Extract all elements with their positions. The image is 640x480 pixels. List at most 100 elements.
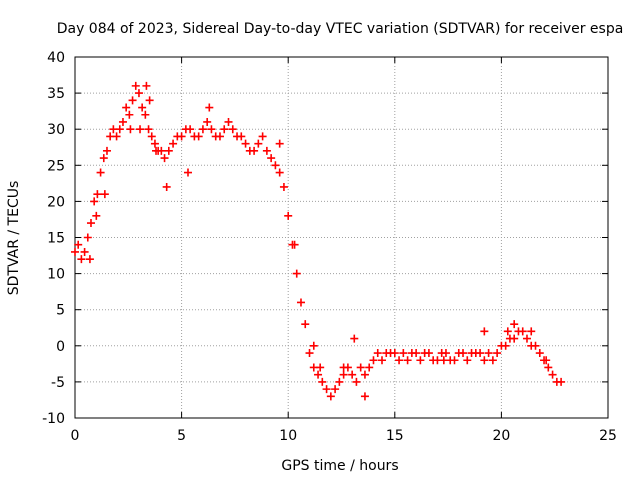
y-tick-label: 10 bbox=[47, 267, 65, 283]
data-point-plus bbox=[169, 139, 178, 148]
data-point-plus bbox=[412, 349, 421, 358]
data-point-plus bbox=[378, 356, 387, 365]
data-point-plus bbox=[501, 341, 510, 350]
data-point-plus bbox=[147, 132, 156, 141]
data-point-plus bbox=[373, 349, 382, 358]
data-point-plus bbox=[220, 125, 229, 134]
data-point-plus bbox=[141, 110, 150, 119]
data-point-plus bbox=[326, 392, 335, 401]
data-point-plus bbox=[122, 103, 131, 112]
chart-title: Day 084 of 2023, Sidereal Day-to-day VTE… bbox=[57, 21, 624, 37]
x-tick-label: 15 bbox=[386, 428, 404, 444]
data-point-plus bbox=[284, 211, 293, 220]
data-point-plus bbox=[262, 146, 271, 155]
data-points bbox=[71, 81, 566, 401]
data-point-plus bbox=[275, 139, 284, 148]
data-point-plus bbox=[241, 139, 250, 148]
x-tick-label: 20 bbox=[492, 428, 510, 444]
data-point-plus bbox=[112, 132, 121, 141]
data-point-plus bbox=[96, 168, 105, 177]
grid-lines bbox=[75, 57, 608, 418]
data-point-plus bbox=[136, 125, 145, 134]
data-point-plus bbox=[480, 327, 489, 336]
y-tick-label: 30 bbox=[47, 122, 65, 138]
data-point-plus bbox=[118, 117, 127, 126]
data-point-plus bbox=[395, 356, 404, 365]
data-point-plus bbox=[403, 356, 412, 365]
data-point-plus bbox=[305, 349, 314, 358]
data-point-plus bbox=[80, 247, 89, 256]
data-point-plus bbox=[348, 370, 357, 379]
data-point-plus bbox=[271, 161, 280, 170]
data-point-plus bbox=[102, 146, 111, 155]
data-point-plus bbox=[399, 349, 408, 358]
data-point-plus bbox=[250, 146, 259, 155]
data-point-plus bbox=[71, 247, 79, 256]
data-point-plus bbox=[83, 233, 92, 242]
data-point-plus bbox=[544, 363, 553, 372]
axis-ticks: 0 5 10 15 20 25 -10 -5 0 5 10 15 20 25 30 35 40 bbox=[42, 50, 617, 444]
data-point-plus bbox=[322, 385, 331, 394]
data-point-plus bbox=[92, 211, 101, 220]
data-point-plus bbox=[309, 341, 318, 350]
x-tick-label: 0 bbox=[71, 428, 80, 444]
data-point-plus bbox=[152, 146, 161, 155]
data-point-plus bbox=[177, 132, 186, 141]
data-point-plus bbox=[424, 349, 433, 358]
data-point-plus bbox=[207, 125, 216, 134]
data-point-plus bbox=[194, 132, 203, 141]
y-tick-label: 40 bbox=[47, 50, 65, 66]
data-point-plus bbox=[339, 370, 348, 379]
data-point-plus bbox=[138, 103, 147, 112]
data-point-plus bbox=[416, 356, 425, 365]
data-point-plus bbox=[77, 255, 86, 264]
y-tick-label: 15 bbox=[47, 231, 65, 247]
y-tick-label: 5 bbox=[56, 303, 65, 319]
x-tick-label: 5 bbox=[177, 428, 186, 444]
data-point-plus bbox=[350, 334, 359, 343]
data-point-plus bbox=[99, 154, 108, 163]
y-tick-label: 35 bbox=[47, 86, 65, 102]
data-point-plus bbox=[86, 219, 95, 228]
data-point-plus bbox=[126, 125, 135, 134]
data-point-plus bbox=[296, 298, 305, 307]
data-point-plus bbox=[510, 320, 519, 329]
data-point-plus bbox=[93, 190, 102, 199]
data-point-plus bbox=[267, 154, 276, 163]
data-point-plus bbox=[450, 356, 459, 365]
data-point-plus bbox=[198, 125, 207, 134]
data-point-plus bbox=[531, 341, 540, 350]
data-point-plus bbox=[331, 385, 340, 394]
data-point-plus bbox=[527, 327, 536, 336]
data-point-plus bbox=[314, 370, 323, 379]
data-point-plus bbox=[548, 370, 557, 379]
data-point-plus bbox=[164, 146, 173, 155]
data-point-plus bbox=[145, 96, 154, 105]
data-point-plus bbox=[339, 363, 348, 372]
data-point-plus bbox=[125, 110, 134, 119]
y-tick-label: -5 bbox=[51, 375, 65, 391]
y-tick-label: -10 bbox=[42, 411, 65, 427]
x-axis-label: GPS time / hours bbox=[281, 458, 398, 474]
data-point-plus bbox=[459, 349, 468, 358]
data-point-plus bbox=[463, 356, 472, 365]
data-point-plus bbox=[390, 349, 399, 358]
data-point-plus bbox=[557, 377, 566, 386]
data-point-plus bbox=[90, 197, 99, 206]
data-point-plus bbox=[275, 168, 284, 177]
y-tick-label: 25 bbox=[47, 158, 65, 174]
data-point-plus bbox=[316, 363, 325, 372]
data-point-plus bbox=[356, 363, 365, 372]
data-point-plus bbox=[224, 117, 233, 126]
y-axis-label: SDTVAR / TECUs bbox=[6, 181, 22, 296]
data-point-plus bbox=[183, 168, 192, 177]
data-point-plus bbox=[85, 255, 94, 264]
data-point-plus bbox=[476, 349, 485, 358]
data-point-plus bbox=[131, 81, 140, 90]
data-point-plus bbox=[142, 81, 151, 90]
data-point-plus bbox=[510, 334, 519, 343]
data-point-plus bbox=[542, 356, 551, 365]
data-point-plus bbox=[254, 139, 263, 148]
data-point-plus bbox=[439, 356, 448, 365]
